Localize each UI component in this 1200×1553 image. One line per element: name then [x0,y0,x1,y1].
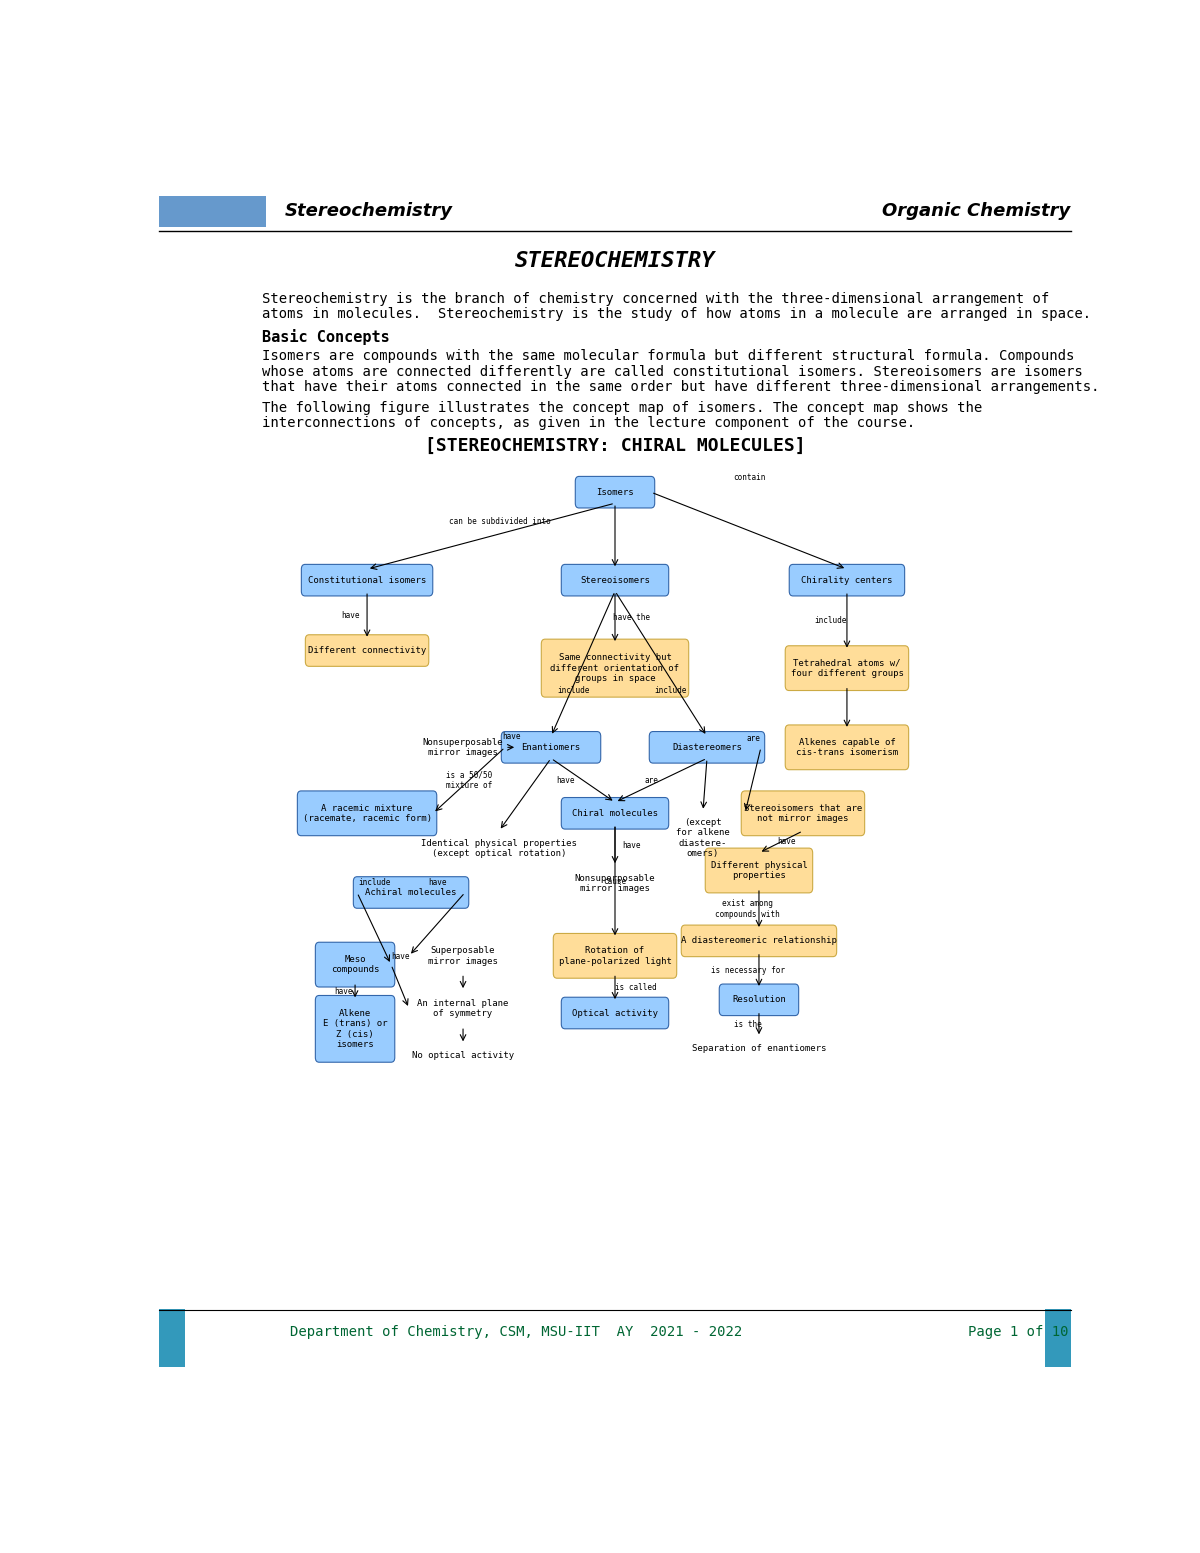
Text: Stereochemistry: Stereochemistry [284,202,452,221]
Text: include: include [654,685,686,694]
Text: Stereochemistry is the branch of chemistry concerned with the three-dimensional : Stereochemistry is the branch of chemist… [262,292,1049,306]
Text: The following figure illustrates the concept map of isomers. The concept map sho: The following figure illustrates the con… [262,401,982,415]
Text: are: are [644,776,659,784]
Text: No optical activity: No optical activity [412,1051,514,1059]
Text: Achiral molecules: Achiral molecules [365,888,457,898]
FancyBboxPatch shape [562,798,668,829]
Text: is called: is called [614,983,656,992]
Text: Different connectivity: Different connectivity [308,646,426,655]
Text: atoms in molecules.  Stereochemistry is the study of how atoms in a molecule are: atoms in molecules. Stereochemistry is t… [262,307,1091,321]
Text: Department of Chemistry, CSM, MSU-IIT  AY  2021 - 2022: Department of Chemistry, CSM, MSU-IIT AY… [289,1325,742,1339]
Text: contain: contain [733,474,766,483]
FancyBboxPatch shape [160,196,266,227]
Text: include: include [358,879,390,887]
Text: have: have [776,837,796,846]
Text: Superposable
mirror images: Superposable mirror images [428,946,498,966]
Text: Resolution: Resolution [732,995,786,1005]
Text: have: have [557,776,575,784]
Text: Stereoisomers: Stereoisomers [580,576,650,584]
FancyBboxPatch shape [649,731,764,763]
Text: is a 50/50
mixture of: is a 50/50 mixture of [446,770,492,790]
Text: Enantiomers: Enantiomers [522,742,581,752]
Text: Alkene
E (trans) or
Z (cis)
isomers: Alkene E (trans) or Z (cis) isomers [323,1009,388,1048]
FancyBboxPatch shape [553,933,677,978]
Text: STEREOCHEMISTRY: STEREOCHEMISTRY [515,250,715,270]
FancyBboxPatch shape [562,564,668,596]
FancyBboxPatch shape [575,477,655,508]
Text: Constitutional isomers: Constitutional isomers [308,576,426,584]
FancyBboxPatch shape [298,790,437,836]
Text: Separation of enantiomers: Separation of enantiomers [691,1044,826,1053]
Text: is necessary for: is necessary for [710,966,785,975]
FancyBboxPatch shape [785,646,908,691]
Text: include: include [814,617,846,626]
Text: include: include [558,685,590,694]
Text: Isomers: Isomers [596,488,634,497]
Text: Optical activity: Optical activity [572,1008,658,1017]
Text: that have their atoms connected in the same order but have different three-dimen: that have their atoms connected in the s… [262,380,1099,394]
Text: Stereoisomers that are
not mirror images: Stereoisomers that are not mirror images [744,803,862,823]
Text: Organic Chemistry: Organic Chemistry [882,202,1070,221]
Text: have: have [391,952,409,961]
FancyBboxPatch shape [785,725,908,770]
Text: Basic Concepts: Basic Concepts [262,329,389,345]
Text: is the: is the [734,1019,762,1028]
FancyBboxPatch shape [541,640,689,697]
FancyBboxPatch shape [502,731,601,763]
FancyBboxPatch shape [1045,1309,1070,1367]
Text: A racemic mixture
(racemate, racemic form): A racemic mixture (racemate, racemic for… [302,803,432,823]
Text: Alkenes capable of
cis-trans isomerism: Alkenes capable of cis-trans isomerism [796,738,898,756]
Text: have: have [335,986,353,995]
FancyBboxPatch shape [316,943,395,988]
Text: exist among
compounds with: exist among compounds with [715,899,780,919]
Text: Rotation of
plane-polarized light: Rotation of plane-polarized light [558,946,672,966]
Text: whose atoms are connected differently are called constitutional isomers. Stereoi: whose atoms are connected differently ar… [262,365,1082,379]
FancyBboxPatch shape [706,848,812,893]
Text: have the: have the [613,613,650,623]
FancyBboxPatch shape [742,790,865,836]
Text: can be subdivided into: can be subdivided into [450,517,551,526]
Text: An internal plane
of symmetry: An internal plane of symmetry [418,999,509,1019]
Text: have: have [623,840,641,849]
Text: are: are [746,735,760,744]
Text: Chirality centers: Chirality centers [802,576,893,584]
FancyBboxPatch shape [316,995,395,1062]
FancyBboxPatch shape [301,564,433,596]
Text: A diastereomeric relationship: A diastereomeric relationship [682,936,836,946]
FancyBboxPatch shape [562,997,668,1028]
Text: Meso
compounds: Meso compounds [331,955,379,974]
FancyBboxPatch shape [719,985,799,1016]
Text: have: have [502,731,521,741]
FancyBboxPatch shape [682,926,836,957]
FancyBboxPatch shape [305,635,428,666]
Text: have: have [427,879,446,887]
Text: Nonsuperposable
mirror images: Nonsuperposable mirror images [422,738,503,756]
FancyBboxPatch shape [790,564,905,596]
FancyBboxPatch shape [160,1309,185,1367]
Text: Page 1 of 10: Page 1 of 10 [968,1325,1069,1339]
Text: [STEREOCHEMISTRY: CHIRAL MOLECULES]: [STEREOCHEMISTRY: CHIRAL MOLECULES] [425,436,805,455]
Text: Chiral molecules: Chiral molecules [572,809,658,818]
Text: Same connectivity but
different orientation of
groups in space: Same connectivity but different orientat… [551,654,679,683]
Text: Identical physical properties
(except optical rotation): Identical physical properties (except op… [421,839,577,859]
Text: Tetrahedral atoms w/
four different groups: Tetrahedral atoms w/ four different grou… [791,658,904,677]
Text: Different physical
properties: Different physical properties [710,860,808,881]
Text: interconnections of concepts, as given in the lecture component of the course.: interconnections of concepts, as given i… [262,416,914,430]
Text: Diastereomers: Diastereomers [672,742,742,752]
Text: Nonsuperposable
mirror images: Nonsuperposable mirror images [575,874,655,893]
Text: cause: cause [604,877,626,885]
Text: (except
for alkene
diastere-
omers): (except for alkene diastere- omers) [676,818,730,859]
FancyBboxPatch shape [353,877,469,909]
Text: Isomers are compounds with the same molecular formula but different structural f: Isomers are compounds with the same mole… [262,349,1074,363]
Text: have: have [341,610,360,620]
